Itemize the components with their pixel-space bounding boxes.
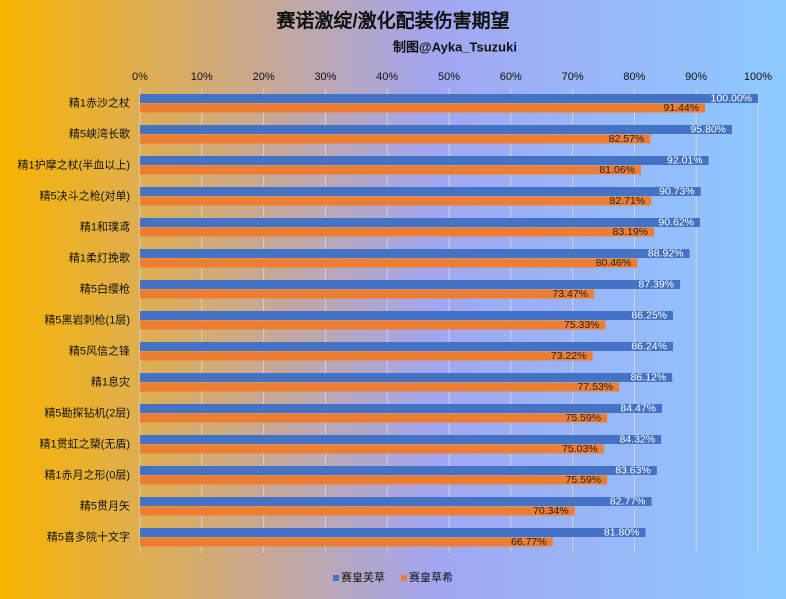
value-label: 86.24% xyxy=(631,341,667,353)
bar xyxy=(140,475,608,485)
bar xyxy=(140,258,638,268)
y-tick-label: 精1柔灯挽歌 xyxy=(69,250,130,264)
bar xyxy=(140,506,575,516)
y-tick-label: 精1护摩之杖(半血以上) xyxy=(18,157,130,171)
value-label: 100.00% xyxy=(711,93,752,105)
bar xyxy=(140,528,646,537)
x-tick-label: 20% xyxy=(253,71,275,83)
value-label: 87.39% xyxy=(638,279,674,291)
x-tick-label: 70% xyxy=(562,71,584,83)
bar xyxy=(140,227,655,237)
value-label: 81.80% xyxy=(604,527,640,539)
legend-swatch xyxy=(333,575,339,581)
x-tick-label: 50% xyxy=(438,71,460,83)
bar xyxy=(140,497,652,506)
x-tick-label: 40% xyxy=(376,71,398,83)
y-tick-label: 精5峡湾长歌 xyxy=(69,126,130,140)
x-tick-label: 0% xyxy=(132,71,148,83)
value-label: 75.59% xyxy=(566,474,602,486)
value-label: 66.77% xyxy=(511,536,547,548)
legend-label: 赛皇芙草 xyxy=(341,570,385,584)
value-label: 95.80% xyxy=(690,124,726,136)
bar xyxy=(140,373,673,382)
x-tick-label: 60% xyxy=(500,71,522,83)
y-tick-label: 精1息灾 xyxy=(91,374,130,388)
value-label: 81.06% xyxy=(599,164,635,176)
x-tick-label: 80% xyxy=(623,71,645,83)
bar xyxy=(140,311,674,320)
y-tick-label: 精5贯月矢 xyxy=(80,498,130,512)
bar xyxy=(140,382,620,392)
legend-swatch xyxy=(401,575,407,581)
y-tick-label: 精5黑岩刺枪(1层) xyxy=(44,312,130,326)
value-label: 92.01% xyxy=(667,155,703,167)
bar xyxy=(140,249,690,258)
y-tick-label: 精5喜多院十文字 xyxy=(47,529,130,543)
bar xyxy=(140,94,758,103)
bar xyxy=(140,280,681,289)
legend-label: 赛皇草希 xyxy=(409,570,453,584)
bar xyxy=(140,444,604,454)
bar xyxy=(140,103,706,113)
y-tick-label: 精5白缨枪 xyxy=(80,281,130,295)
x-tick-label: 100% xyxy=(744,71,772,83)
value-label: 75.03% xyxy=(562,443,598,455)
y-tick-label: 精5勘探钻机(2层) xyxy=(44,405,130,419)
value-label: 70.34% xyxy=(533,505,569,517)
value-label: 82.77% xyxy=(610,496,646,508)
bar xyxy=(140,187,701,196)
value-label: 86.25% xyxy=(631,310,667,322)
value-label: 84.32% xyxy=(619,434,655,446)
chart-subtitle: 制图@Ayka_Tsuzuki xyxy=(393,39,517,54)
bar xyxy=(140,342,673,351)
value-label: 75.33% xyxy=(564,319,600,331)
value-label: 80.46% xyxy=(596,257,632,269)
y-tick-label: 精1赤沙之杖 xyxy=(69,95,130,109)
bar xyxy=(140,435,662,444)
bar xyxy=(140,466,657,475)
bar xyxy=(140,320,606,330)
value-label: 83.19% xyxy=(612,226,648,238)
y-tick-label: 精5风信之锋 xyxy=(69,343,130,357)
x-tick-label: 10% xyxy=(191,71,213,83)
bar xyxy=(140,537,553,547)
chart-title: 赛诺激绽/激化配装伤害期望 xyxy=(275,9,509,32)
value-label: 83.63% xyxy=(615,465,651,477)
bar xyxy=(140,404,663,413)
value-label: 73.22% xyxy=(551,350,587,362)
y-tick-label: 精1赤月之形(0层) xyxy=(44,467,130,481)
value-label: 91.44% xyxy=(663,102,699,114)
y-tick-label: 精1和璞鸢 xyxy=(80,219,130,233)
value-label: 77.53% xyxy=(578,381,614,393)
bar xyxy=(140,165,641,175)
value-label: 86.12% xyxy=(631,372,667,384)
bar xyxy=(140,125,733,134)
bar xyxy=(140,413,608,423)
value-label: 75.59% xyxy=(566,412,602,424)
bar xyxy=(140,134,651,144)
value-label: 90.73% xyxy=(659,186,695,198)
value-label: 73.47% xyxy=(552,288,588,300)
value-label: 88.92% xyxy=(648,248,684,260)
value-label: 82.57% xyxy=(609,133,645,145)
value-label: 90.62% xyxy=(658,217,694,229)
x-tick-label: 90% xyxy=(685,71,707,83)
x-tick-label: 30% xyxy=(314,71,336,83)
bar xyxy=(140,351,593,361)
bar xyxy=(140,196,652,206)
value-label: 82.71% xyxy=(610,195,646,207)
bar xyxy=(140,156,709,165)
bar xyxy=(140,218,701,227)
value-label: 84.47% xyxy=(620,403,656,415)
bar xyxy=(140,289,595,299)
y-tick-label: 精5决斗之枪(对单) xyxy=(40,188,130,202)
y-tick-label: 精1贯虹之槊(无盾) xyxy=(40,436,130,450)
